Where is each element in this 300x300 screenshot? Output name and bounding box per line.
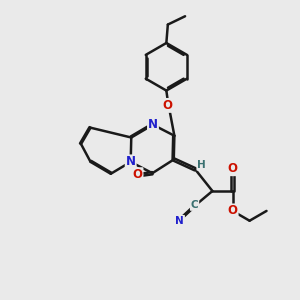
Text: O: O xyxy=(133,168,142,181)
Text: O: O xyxy=(228,204,238,218)
Text: O: O xyxy=(163,99,173,112)
Text: N: N xyxy=(148,118,158,131)
Text: O: O xyxy=(228,162,238,175)
Text: H: H xyxy=(197,160,206,170)
Text: N: N xyxy=(126,155,136,168)
Text: N: N xyxy=(175,216,184,226)
Text: C: C xyxy=(191,200,198,210)
